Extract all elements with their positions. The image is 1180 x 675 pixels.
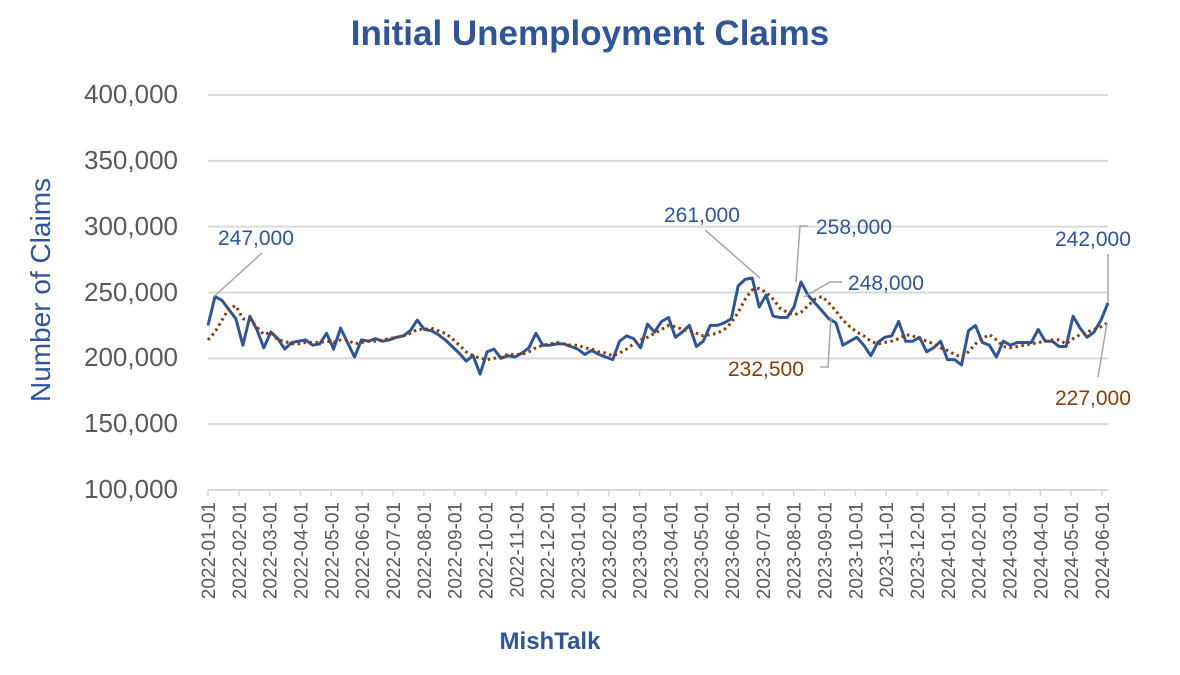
data-label: 242,000 xyxy=(1055,228,1131,251)
x-tick-label: 2022-05-01 xyxy=(322,502,343,599)
chart-title: Initial Unemployment Claims xyxy=(350,14,830,53)
x-tick-label: 2024-06-01 xyxy=(1093,502,1114,599)
x-tick-label: 2022-01-01 xyxy=(199,502,220,599)
annotation-leader-line xyxy=(704,229,761,279)
data-label: 258,000 xyxy=(816,216,892,239)
x-tick-label: 2022-12-01 xyxy=(538,502,559,599)
x-tick-label: 2022-09-01 xyxy=(446,502,467,599)
y-tick-label: 200,000 xyxy=(84,342,178,373)
data-label: 248,000 xyxy=(848,272,924,295)
x-tick-label: 2023-12-01 xyxy=(908,502,929,599)
x-tick-label: 2024-02-01 xyxy=(970,502,991,599)
x-tick-label: 2023-04-01 xyxy=(661,502,682,599)
x-tick-label: 2023-06-01 xyxy=(723,502,744,599)
x-tick-label: 2022-10-01 xyxy=(476,502,497,599)
annotation-leader-line xyxy=(213,252,263,298)
y-tick-label: 350,000 xyxy=(84,144,178,175)
x-axis-label: MishTalk xyxy=(499,628,601,655)
x-tick-label: 2024-04-01 xyxy=(1031,502,1052,599)
y-tick-label: 150,000 xyxy=(84,408,178,439)
x-tick-label: 2022-03-01 xyxy=(261,502,282,599)
y-tick-label: 100,000 xyxy=(84,474,178,504)
x-tick-label: 2022-02-01 xyxy=(230,502,251,599)
x-tick-label: 2023-08-01 xyxy=(785,502,806,599)
annotation-leader-line xyxy=(803,281,842,298)
x-tick-label: 2023-01-01 xyxy=(569,502,590,599)
data-label: 261,000 xyxy=(664,204,740,227)
x-tick-label: 2023-10-01 xyxy=(846,502,867,599)
x-tick-label: 2023-09-01 xyxy=(816,502,837,599)
x-tick-label: 2024-05-01 xyxy=(1062,502,1083,599)
x-tick-label: 2022-07-01 xyxy=(384,502,405,599)
x-tick-label: 2023-05-01 xyxy=(692,502,713,599)
x-tick-label: 2023-02-01 xyxy=(600,502,621,599)
annotation-leader-line xyxy=(1097,322,1108,378)
y-tick-label: 250,000 xyxy=(84,276,178,307)
claims-line xyxy=(206,276,1110,376)
x-tick-label: 2023-07-01 xyxy=(754,502,775,599)
x-tick-label: 2023-11-01 xyxy=(877,502,898,598)
data-label: 232,500 xyxy=(728,358,804,381)
annotation-leader-line xyxy=(820,316,832,368)
annotation-leader-line xyxy=(795,225,808,283)
x-tick-label: 2022-08-01 xyxy=(415,502,436,599)
data-label: 227,000 xyxy=(1055,387,1131,410)
x-tick-label: 2023-03-01 xyxy=(631,502,652,599)
data-label: 247,000 xyxy=(218,227,294,250)
y-tick-label: 400,000 xyxy=(84,79,178,109)
x-tick-label: 2022-11-01 xyxy=(507,502,528,598)
y-tick-label: 300,000 xyxy=(84,210,178,241)
x-tick-label: 2022-04-01 xyxy=(291,502,312,599)
moving-average-line xyxy=(206,287,1109,362)
x-tick-label: 2024-01-01 xyxy=(939,502,960,599)
x-tick-label: 2022-06-01 xyxy=(353,502,374,599)
x-tick-label: 2024-03-01 xyxy=(1001,502,1022,599)
